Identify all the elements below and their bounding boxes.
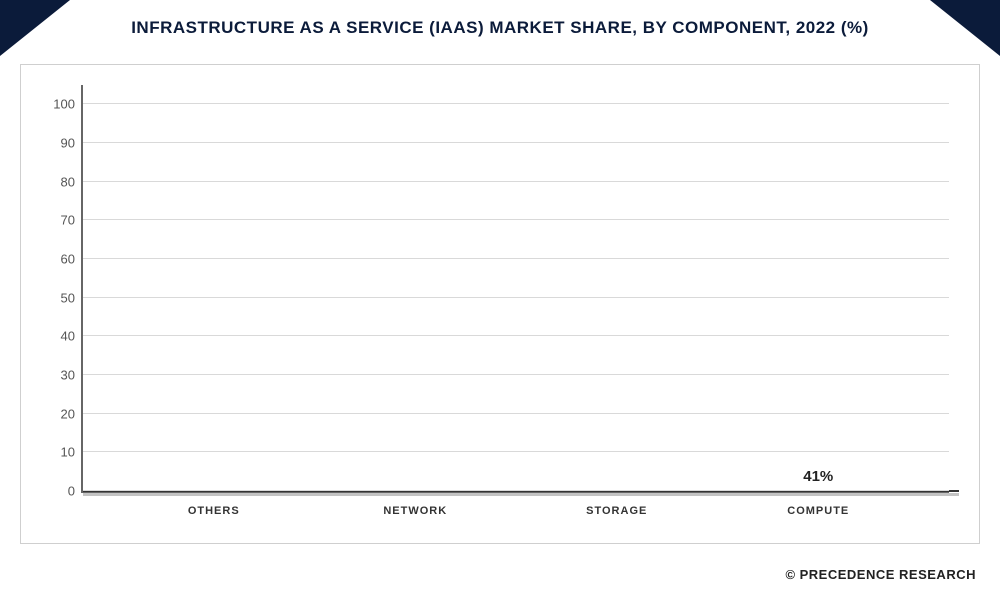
ytick-label: 0 (68, 484, 83, 499)
xtick-label: STORAGE (586, 505, 647, 517)
gridline (83, 451, 949, 452)
ytick-label: 100 (53, 97, 83, 112)
xtick-label: COMPUTE (787, 505, 849, 517)
gridline (83, 103, 949, 104)
ytick-label: 80 (61, 174, 83, 189)
gridline (83, 374, 949, 375)
copyright-text: © PRECEDENCE RESEARCH (785, 567, 976, 582)
chart-container: OTHERSNETWORKSTORAGE41%COMPUTE 010203040… (20, 64, 980, 544)
ytick-label: 60 (61, 252, 83, 267)
chart-title: INFRASTRUCTURE AS A SERVICE (IAAS) MARKE… (131, 18, 869, 38)
bar-value-label: 41% (803, 468, 833, 485)
ytick-label: 90 (61, 136, 83, 151)
ytick-label: 70 (61, 213, 83, 228)
plot-area: OTHERSNETWORKSTORAGE41%COMPUTE 010203040… (81, 85, 949, 493)
xtick-label: NETWORK (383, 505, 447, 517)
gridline (83, 297, 949, 298)
gridline (83, 181, 949, 182)
chart-header: INFRASTRUCTURE AS A SERVICE (IAAS) MARKE… (0, 0, 1000, 56)
ytick-label: 40 (61, 329, 83, 344)
ytick-label: 20 (61, 406, 83, 421)
bars-group: OTHERSNETWORKSTORAGE41%COMPUTE (83, 85, 949, 491)
gridline (83, 142, 949, 143)
ytick-label: 10 (61, 445, 83, 460)
header-decor-left (0, 0, 70, 56)
gridline (83, 413, 949, 414)
x-axis-shadow (83, 493, 959, 496)
gridline (83, 258, 949, 259)
gridline (83, 490, 949, 491)
header-decor-right (930, 0, 1000, 56)
gridline (83, 335, 949, 336)
xtick-label: OTHERS (188, 505, 240, 517)
ytick-label: 50 (61, 290, 83, 305)
ytick-label: 30 (61, 368, 83, 383)
gridline (83, 219, 949, 220)
